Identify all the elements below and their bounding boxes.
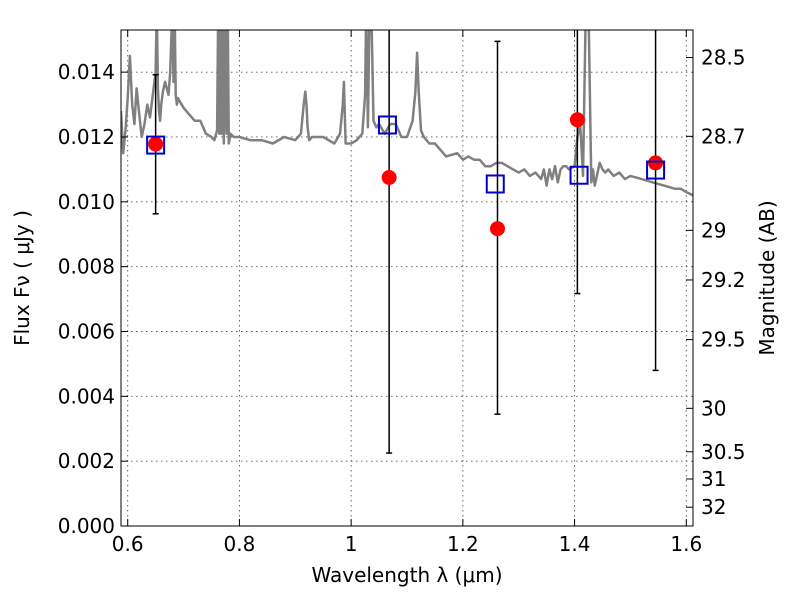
model-point [569, 165, 589, 185]
y-tick-label: 0.010 [58, 190, 115, 214]
spectrum-line [121, 30, 693, 197]
grid-lines [121, 30, 693, 527]
y-tick-label: 0.012 [58, 125, 115, 149]
x-tick-label: 1.4 [559, 532, 591, 556]
observed-point [148, 136, 164, 152]
observed-points [148, 112, 664, 237]
y-tick-label: 0.008 [58, 255, 115, 279]
y2-tick-label: 29 [701, 218, 726, 242]
y-tick-label: 0.004 [58, 384, 115, 408]
y2-tick-labels: 28.5 28.7 29 29.2 29.5 30 30.5 31 32 [701, 46, 746, 520]
x-tick-label: 1.6 [670, 532, 702, 556]
plot-area [121, 30, 693, 454]
x-tick-label: 1 [345, 532, 358, 556]
y2-axis-label: Magnitude (AB) [755, 200, 779, 355]
model-point [377, 115, 397, 135]
y-tick-label: 0.006 [58, 319, 115, 343]
x-tick-label: 1.2 [447, 532, 479, 556]
y-tick-label: 0.002 [58, 449, 115, 473]
y-tick-label: 0.000 [58, 514, 115, 538]
y2-tick-label: 29.5 [701, 328, 746, 352]
y-tick-labels: 0.000 0.002 0.004 0.006 0.008 0.010 0.012 0.014 [58, 60, 115, 538]
plot-frame [120, 29, 694, 527]
y2-tick-label: 28.7 [701, 124, 746, 148]
axis-ticks [121, 30, 693, 527]
observed-point [569, 112, 585, 128]
observed-point [648, 155, 664, 171]
y2-tick-label: 28.5 [701, 46, 746, 70]
y-axis-label: Flux Fν ( μJy ) [10, 210, 34, 346]
y2-tick-label: 30 [701, 396, 726, 420]
x-tick-label: 0.8 [224, 532, 256, 556]
y2-tick-label: 32 [701, 495, 726, 519]
x-tick-labels: 0.6 0.8 1 1.2 1.4 1.6 [112, 532, 702, 556]
y2-tick-label: 31 [701, 467, 726, 491]
model-points [146, 115, 666, 194]
model-point [146, 135, 166, 155]
error-bars [152, 30, 659, 454]
observed-point [381, 170, 397, 186]
observed-point [489, 221, 505, 237]
model-point [646, 160, 666, 180]
y-tick-label: 0.014 [58, 60, 115, 84]
model-point [485, 174, 505, 194]
x-axis-label: Wavelength λ (μm) [311, 563, 502, 587]
y2-tick-label: 29.2 [701, 268, 746, 292]
x-tick-label: 0.6 [112, 532, 144, 556]
y2-tick-label: 30.5 [701, 440, 746, 464]
